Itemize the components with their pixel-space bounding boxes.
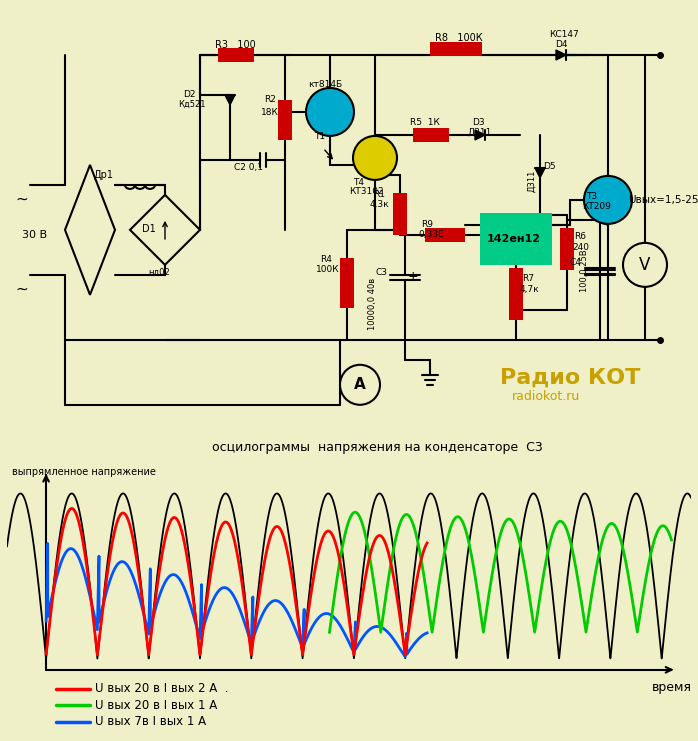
- Text: нд02: нд02: [148, 268, 170, 277]
- Polygon shape: [475, 130, 485, 140]
- Text: R3   100: R3 100: [215, 40, 255, 50]
- Text: D1: D1: [142, 224, 156, 234]
- Text: U вых 7в I вых 1 А: U вых 7в I вых 1 А: [95, 715, 206, 728]
- Text: Д311: Д311: [527, 170, 536, 192]
- Text: V: V: [639, 256, 651, 274]
- Text: D3: D3: [472, 118, 484, 127]
- Circle shape: [353, 136, 397, 180]
- Text: R5  1К: R5 1К: [410, 118, 440, 127]
- Text: U вых 20 в I вых 1 А: U вых 20 в I вых 1 А: [95, 699, 217, 711]
- Text: D5: D5: [543, 162, 556, 171]
- Text: R8   100К: R8 100К: [435, 33, 482, 43]
- Text: +: +: [408, 270, 419, 283]
- Polygon shape: [130, 195, 200, 265]
- Polygon shape: [65, 165, 115, 295]
- Bar: [480, 213, 552, 265]
- Bar: [509, 268, 523, 320]
- Text: D2: D2: [183, 90, 195, 99]
- Text: 10000,0 40в: 10000,0 40в: [368, 278, 377, 330]
- Text: D4: D4: [555, 40, 567, 49]
- Text: R7: R7: [522, 274, 534, 283]
- Text: Кд521: Кд521: [178, 100, 205, 109]
- Text: Радио КОТ: Радио КОТ: [500, 368, 640, 388]
- Bar: [430, 42, 482, 56]
- Text: ~: ~: [15, 282, 28, 297]
- Bar: [393, 193, 407, 235]
- Text: 4,7к: 4,7к: [520, 285, 540, 294]
- Text: R4: R4: [320, 255, 332, 264]
- Text: T3: T3: [586, 192, 597, 201]
- Text: C3: C3: [376, 268, 388, 277]
- Bar: [425, 228, 465, 242]
- Bar: [413, 128, 449, 142]
- Text: 142ен12: 142ен12: [487, 234, 541, 244]
- Text: время: время: [652, 681, 692, 694]
- Text: +: +: [603, 262, 614, 275]
- Text: R1: R1: [373, 190, 385, 199]
- Text: выпрямленное напряжение: выпрямленное напряжение: [12, 468, 156, 477]
- Text: Д311: Д311: [467, 128, 491, 137]
- Circle shape: [306, 88, 354, 136]
- Text: T4: T4: [353, 178, 364, 187]
- Text: 4,3к: 4,3к: [370, 200, 389, 209]
- Text: Др1: Др1: [94, 170, 114, 180]
- Text: КС147: КС147: [549, 30, 579, 39]
- Text: A: A: [354, 377, 366, 392]
- Text: U вых 20 в I вых 2 А  .: U вых 20 в I вых 2 А .: [95, 682, 228, 695]
- Circle shape: [584, 176, 632, 224]
- Text: radiokot.ru: radiokot.ru: [512, 390, 580, 403]
- Bar: [340, 258, 354, 308]
- Circle shape: [623, 243, 667, 287]
- Text: 240: 240: [572, 243, 589, 252]
- Polygon shape: [556, 50, 566, 60]
- Text: КТ209: КТ209: [582, 202, 611, 211]
- Polygon shape: [535, 168, 545, 178]
- Text: осцилограммы  напряжения на конденсаторе  С3: осцилограммы напряжения на конденсаторе …: [212, 441, 543, 454]
- Text: 30 В: 30 В: [22, 230, 47, 240]
- Text: R2: R2: [264, 95, 276, 104]
- Text: кт814Б: кт814Б: [308, 80, 342, 89]
- Text: R6: R6: [574, 232, 586, 241]
- Bar: [218, 48, 254, 62]
- Text: Uвых=1,5-25V: Uвых=1,5-25V: [628, 195, 698, 205]
- Text: 100,0 25В: 100,0 25В: [580, 250, 589, 293]
- Text: R9: R9: [421, 220, 433, 229]
- Text: 18К: 18К: [261, 108, 279, 117]
- Text: C2 0,1: C2 0,1: [234, 163, 263, 172]
- Bar: [278, 100, 292, 140]
- Text: ~: ~: [15, 192, 28, 207]
- Text: C4: C4: [570, 258, 582, 267]
- Bar: [560, 228, 574, 270]
- Text: КТ3102: КТ3102: [349, 187, 384, 196]
- Text: 0,33Е: 0,33Е: [418, 230, 444, 239]
- Polygon shape: [225, 95, 235, 105]
- Text: T1: T1: [314, 132, 325, 141]
- Text: 100К: 100К: [316, 265, 340, 274]
- Circle shape: [340, 365, 380, 405]
